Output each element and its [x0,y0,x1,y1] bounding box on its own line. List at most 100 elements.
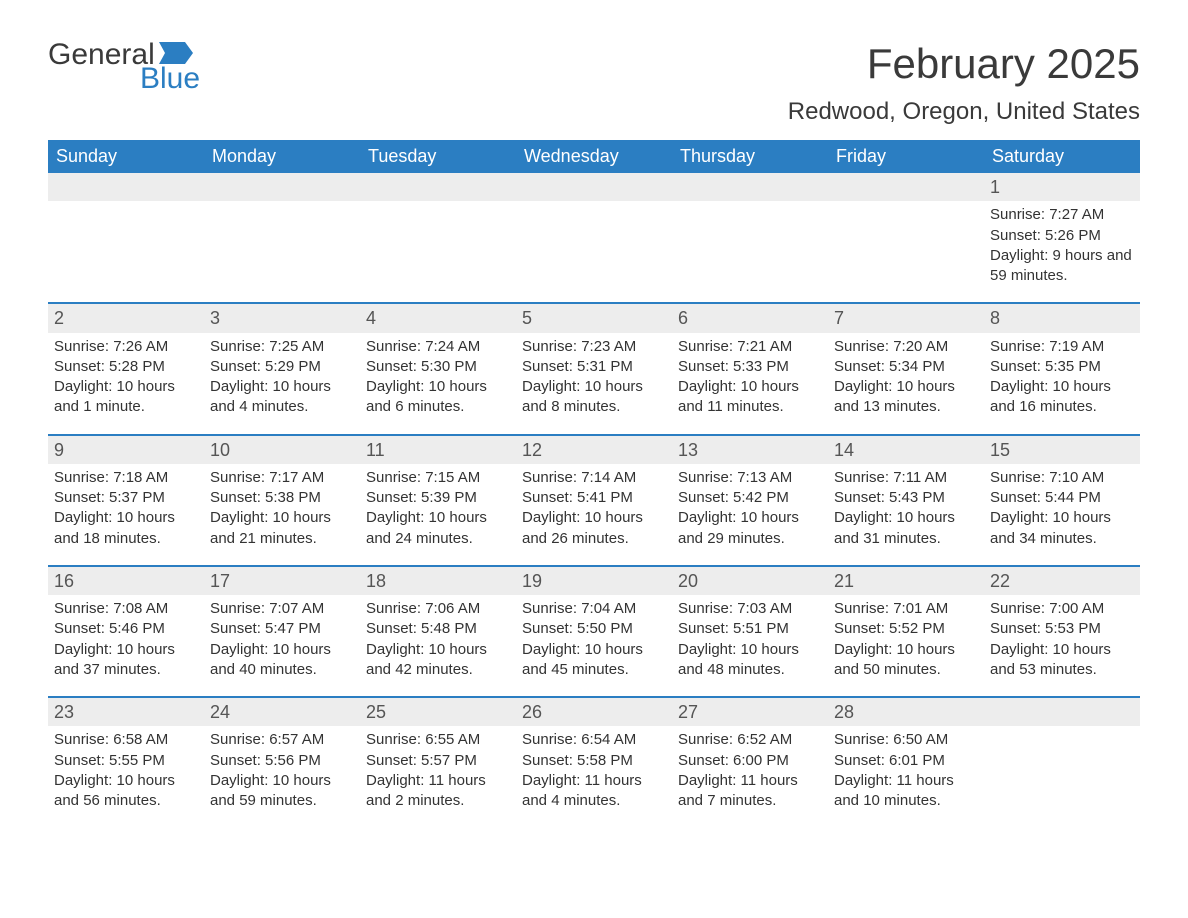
week-row: 1 Sunrise: 7:27 AMSunset: 5:26 PMDaylight… [48,173,1140,302]
day-number: 25 [360,698,516,726]
daylight-text: Daylight: 10 hours and 29 minutes. [678,508,822,549]
day-number: 8 [984,304,1140,332]
sunrise-text: Sunrise: 6:52 AM [678,730,822,750]
day-cell: 12Sunrise: 7:14 AMSunset: 5:41 PMDayligh… [516,436,672,565]
daylight-text: Daylight: 10 hours and 50 minutes. [834,640,978,681]
day-number: 21 [828,567,984,595]
sunset-text: Sunset: 6:00 PM [678,751,822,771]
day-number: 24 [204,698,360,726]
daylight-text: Daylight: 10 hours and 11 minutes. [678,377,822,418]
sunrise-text: Sunrise: 7:15 AM [366,468,510,488]
sunrise-text: Sunrise: 7:13 AM [678,468,822,488]
day-cell: 27 Sunrise: 6:52 AMSunset: 6:00 PMDayligh… [672,698,828,827]
daylight-text: Daylight: 10 hours and 24 minutes. [366,508,510,549]
brand-logo: General Blue [48,40,200,94]
daylight-text: Daylight: 10 hours and 21 minutes. [210,508,354,549]
day-cell [204,173,360,302]
weekday-header: Wednesday [516,140,672,173]
sunrise-text: Sunrise: 6:58 AM [54,730,198,750]
sunrise-text: Sunrise: 7:18 AM [54,468,198,488]
daylight-text: Daylight: 10 hours and 34 minutes. [990,508,1134,549]
weekday-header: Friday [828,140,984,173]
sunset-text: Sunset: 5:34 PM [834,357,978,377]
day-cell [828,173,984,302]
daylight-text: Daylight: 10 hours and 8 minutes. [522,377,666,418]
week-row: 9Sunrise: 7:18 AMSunset: 5:37 PMDaylight… [48,434,1140,565]
daylight-text: Daylight: 10 hours and 6 minutes. [366,377,510,418]
day-number [48,173,204,201]
weeks-container: 1Sunrise: 7:27 AMSunset: 5:26 PMDaylight… [48,173,1140,827]
day-cell: 4Sunrise: 7:24 AMSunset: 5:30 PMDaylight… [360,304,516,433]
daylight-text: Daylight: 10 hours and 26 minutes. [522,508,666,549]
day-number: 12 [516,436,672,464]
sunrise-text: Sunrise: 6:50 AM [834,730,978,750]
day-number: 5 [516,304,672,332]
sunset-text: Sunset: 5:41 PM [522,488,666,508]
header: General Blue February 2025 [48,40,1140,94]
daylight-text: Daylight: 10 hours and 53 minutes. [990,640,1134,681]
day-cell: 24Sunrise: 6:57 AMSunset: 5:56 PMDayligh… [204,698,360,827]
brand-word-2: Blue [140,64,200,94]
sunset-text: Sunset: 5:44 PM [990,488,1134,508]
sunrise-text: Sunrise: 7:07 AM [210,599,354,619]
day-number: 17 [204,567,360,595]
location-subtitle: Redwood, Oregon, United States [48,98,1140,126]
day-number: 13 [672,436,828,464]
daylight-text: Daylight: 11 hours and 4 minutes. [522,771,666,812]
sunset-text: Sunset: 5:28 PM [54,357,198,377]
sunrise-text: Sunrise: 7:03 AM [678,599,822,619]
day-cell: 28Sunrise: 6:50 AMSunset: 6:01 PMDayligh… [828,698,984,827]
weekday-header: Saturday [984,140,1140,173]
day-number: 27 [672,698,828,726]
daylight-text: Daylight: 10 hours and 40 minutes. [210,640,354,681]
sunset-text: Sunset: 5:30 PM [366,357,510,377]
sunset-text: Sunset: 5:26 PM [990,226,1134,246]
sunset-text: Sunset: 5:37 PM [54,488,198,508]
daylight-text: Daylight: 10 hours and 31 minutes. [834,508,978,549]
day-number: 16 [48,567,204,595]
day-cell: 19Sunrise: 7:04 AMSunset: 5:50 PMDayligh… [516,567,672,696]
sunset-text: Sunset: 5:42 PM [678,488,822,508]
day-number: 15 [984,436,1140,464]
day-cell [984,698,1140,827]
sunset-text: Sunset: 5:29 PM [210,357,354,377]
day-number [984,698,1140,726]
day-cell: 17Sunrise: 7:07 AMSunset: 5:47 PMDayligh… [204,567,360,696]
day-number: 28 [828,698,984,726]
sunrise-text: Sunrise: 7:21 AM [678,337,822,357]
daylight-text: Daylight: 10 hours and 59 minutes. [210,771,354,812]
day-cell [48,173,204,302]
brand-word-1: General [48,40,155,70]
day-number: 1 [984,173,1140,201]
calendar-table: SundayMondayTuesdayWednesdayThursdayFrid… [48,140,1140,827]
daylight-text: Daylight: 10 hours and 13 minutes. [834,377,978,418]
week-row: 16Sunrise: 7:08 AMSunset: 5:46 PMDayligh… [48,565,1140,696]
day-cell: 16Sunrise: 7:08 AMSunset: 5:46 PMDayligh… [48,567,204,696]
daylight-text: Daylight: 9 hours and 59 minutes. [990,246,1134,287]
day-number: 6 [672,304,828,332]
daylight-text: Daylight: 11 hours and 7 minutes. [678,771,822,812]
daylight-text: Daylight: 11 hours and 10 minutes. [834,771,978,812]
day-cell: 21Sunrise: 7:01 AMSunset: 5:52 PMDayligh… [828,567,984,696]
day-number [516,173,672,201]
day-cell: 22Sunrise: 7:00 AMSunset: 5:53 PMDayligh… [984,567,1140,696]
sunset-text: Sunset: 5:53 PM [990,619,1134,639]
day-cell: 8Sunrise: 7:19 AMSunset: 5:35 PMDaylight… [984,304,1140,433]
day-number: 20 [672,567,828,595]
weekday-header: Thursday [672,140,828,173]
day-cell: 15Sunrise: 7:10 AMSunset: 5:44 PMDayligh… [984,436,1140,565]
sunset-text: Sunset: 5:50 PM [522,619,666,639]
day-number: 11 [360,436,516,464]
sunset-text: Sunset: 5:38 PM [210,488,354,508]
sunset-text: Sunset: 5:48 PM [366,619,510,639]
daylight-text: Daylight: 10 hours and 45 minutes. [522,640,666,681]
day-cell: 13 Sunrise: 7:13 AMSunset: 5:42 PMDayligh… [672,436,828,565]
daylight-text: Daylight: 10 hours and 37 minutes. [54,640,198,681]
day-number: 7 [828,304,984,332]
page-title: February 2025 [867,40,1140,88]
sunrise-text: Sunrise: 7:27 AM [990,205,1134,225]
day-number [204,173,360,201]
daylight-text: Daylight: 10 hours and 16 minutes. [990,377,1134,418]
sunset-text: Sunset: 5:31 PM [522,357,666,377]
day-cell: 1 Sunrise: 7:27 AMSunset: 5:26 PMDaylight… [984,173,1140,302]
